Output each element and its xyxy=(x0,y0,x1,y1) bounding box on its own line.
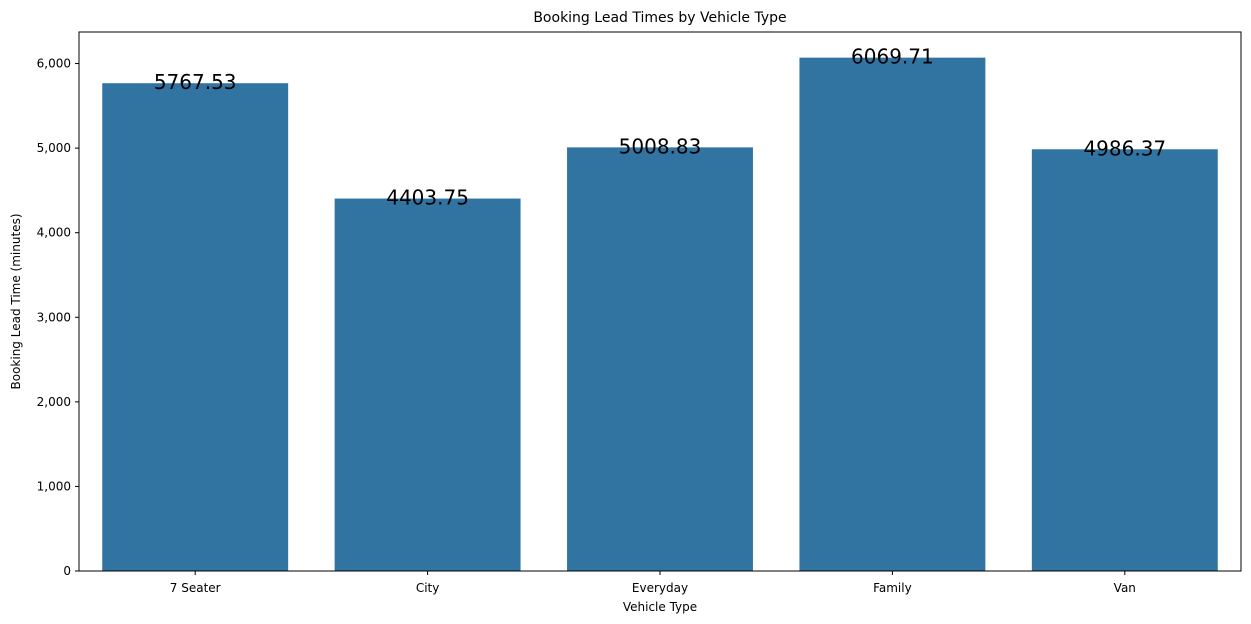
data-label: 5767.53 xyxy=(154,70,237,94)
bar-van xyxy=(1031,149,1218,571)
data-labels-group: 5767.53 4403.75 5008.83 6069.71 4986.37 xyxy=(154,45,1166,210)
data-label: 4986.37 xyxy=(1083,136,1166,160)
bar-everyday xyxy=(567,147,753,571)
y-tick-label: 2,000 xyxy=(37,395,71,409)
bar-family xyxy=(799,57,986,571)
x-axis: 7 Seater City Everyday Family Van xyxy=(170,571,1136,595)
plot-frame xyxy=(78,31,1242,572)
y-tick-label: 6,000 xyxy=(37,57,71,71)
x-tick-label: 7 Seater xyxy=(170,581,221,595)
bar-city xyxy=(334,198,521,571)
x-tick-label: Van xyxy=(1114,581,1136,595)
y-tick-label: 3,000 xyxy=(37,310,71,324)
bar-7-seater xyxy=(102,83,289,572)
y-tick-label: 5,000 xyxy=(37,141,71,155)
bars-group xyxy=(102,57,1218,572)
y-axis: 0 1,000 2,000 3,000 4,000 5,000 6,000 xyxy=(37,57,79,578)
data-label: 6069.71 xyxy=(851,45,934,69)
data-label: 5008.83 xyxy=(619,134,702,158)
x-tick-label: Family xyxy=(873,581,912,595)
data-label: 4403.75 xyxy=(386,186,469,210)
x-axis-label: Vehicle Type xyxy=(623,600,697,614)
x-tick-label: Everyday xyxy=(632,581,688,595)
y-axis-label: Booking Lead Time (minutes) xyxy=(9,214,23,390)
x-tick-label: City xyxy=(416,581,440,595)
y-tick-label: 0 xyxy=(63,564,71,578)
y-tick-label: 1,000 xyxy=(37,479,71,493)
chart-title: Booking Lead Times by Vehicle Type xyxy=(533,10,786,26)
y-tick-label: 4,000 xyxy=(37,226,71,240)
